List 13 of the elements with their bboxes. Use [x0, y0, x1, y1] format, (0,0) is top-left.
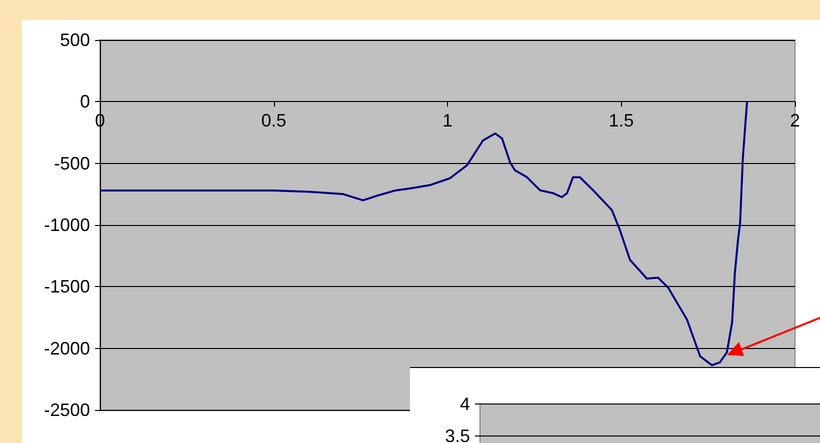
y-tick-label: -500 — [54, 153, 90, 174]
x-tick-label: 1.5 — [608, 110, 634, 131]
y-tick-label: -1000 — [44, 215, 90, 235]
text: 3.5 — [444, 426, 470, 443]
y-tick-label: -2000 — [44, 338, 90, 358]
y-tick-label: -2500 — [44, 400, 90, 420]
y-tick-label: 0 — [80, 92, 90, 112]
x-tick-label: 1 — [442, 110, 453, 131]
y-tick-label: -1500 — [44, 276, 90, 297]
y-tick-label: 500 — [60, 30, 90, 50]
x-tick-label: 2 — [790, 110, 800, 131]
x-tick-label: 0.5 — [261, 110, 286, 131]
annotation: 4 — [460, 394, 470, 414]
